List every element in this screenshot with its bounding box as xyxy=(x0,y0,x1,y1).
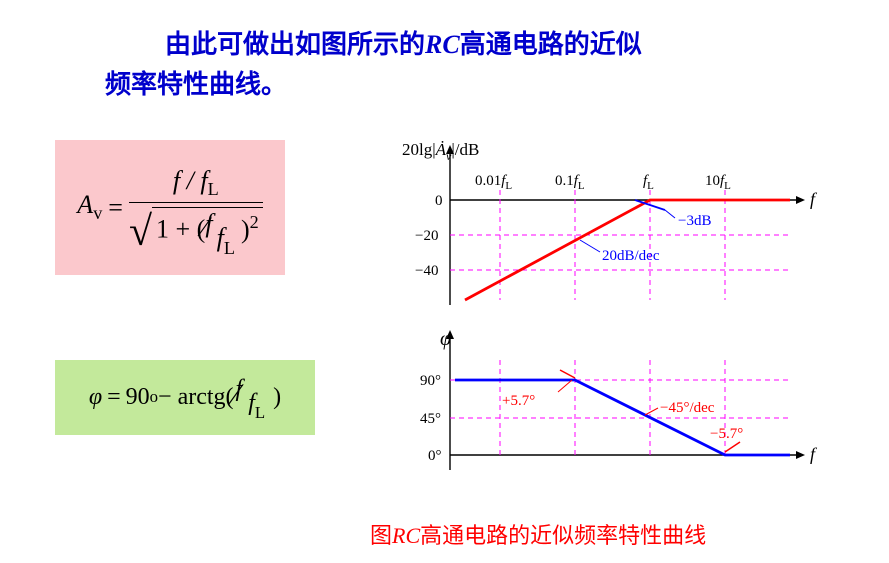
f2-deg: o xyxy=(150,387,158,407)
ph-yt0: 0° xyxy=(428,448,442,464)
mag-yt0: 0 xyxy=(435,193,443,209)
mag-xt4: 10fL xyxy=(705,173,731,192)
ph-slope-lead xyxy=(645,408,658,415)
f2-lhs: φ xyxy=(89,384,102,411)
ph-top-label: +5.7° xyxy=(502,393,535,409)
ph-top-lead xyxy=(558,380,572,392)
title-line1a: 由此可做出如图所示的 xyxy=(165,30,425,59)
phase-plot: φ f 90° 45° 0° +5.7° −45°/dec xyxy=(420,328,818,470)
ph-ylabel: φ xyxy=(440,328,451,350)
f1-equals: = xyxy=(108,193,123,223)
f1-lhs: Av xyxy=(77,190,102,224)
mag-xt1: 0.01fL xyxy=(475,173,512,192)
ph-xlabel: f xyxy=(810,444,818,464)
ph-slope-label: −45°/dec xyxy=(660,400,715,416)
magnitude-plot: 20lg|Ȧv|/dB f 0.01fL 0.1fL fL 10fL 0 −20… xyxy=(402,140,818,305)
title-italic: RC xyxy=(425,30,460,59)
figure-caption: 图RC高通电路的近似频率特性曲线 xyxy=(370,518,706,550)
f2-rhs-a: 90 xyxy=(126,384,150,411)
formula-phase: φ = 90o − arctg( f∕fL ) xyxy=(55,360,315,435)
ph-top-mark xyxy=(560,370,575,378)
cap-prefix: 图 xyxy=(370,523,392,548)
f2-eq: = xyxy=(107,384,121,411)
f1-numerator: f / fL xyxy=(165,166,227,202)
ph-bot-mark xyxy=(725,442,740,452)
mag-yt2: −40 xyxy=(415,263,438,279)
mag-xt2: 0.1fL xyxy=(555,173,585,192)
bode-plots: 20lg|Ȧv|/dB f 0.01fL 0.1fL fL 10fL 0 −20… xyxy=(380,140,820,500)
mag-xt3: fL xyxy=(643,173,654,192)
ph-yt45: 45° xyxy=(420,411,441,427)
mag-slope-lead xyxy=(580,240,600,252)
slide-title: 由此可做出如图所示的RC高通电路的近似 频率特性曲线。 xyxy=(165,25,642,106)
formula-amplitude: Av = f / fL √ 1 + (f∕fL)2 xyxy=(55,140,285,275)
title-line1c: 高通电路的近似 xyxy=(460,30,642,59)
bode-svg: 20lg|Ȧv|/dB f 0.01fL 0.1fL fL 10fL 0 −20… xyxy=(380,140,820,500)
mag-xarrow xyxy=(796,196,805,204)
ph-bot-label: −5.7° xyxy=(710,426,743,442)
f1-denominator: √ 1 + (f∕fL)2 xyxy=(129,203,263,249)
mag-xlabel: f xyxy=(810,189,818,209)
f2-frac: f∕fL xyxy=(236,382,260,413)
mag-ylabel: 20lg|Ȧv|/dB xyxy=(402,140,479,163)
mag-yt1: −20 xyxy=(415,228,438,244)
mag-slope-label: 20dB/dec xyxy=(602,248,660,264)
ph-xarrow xyxy=(796,451,805,459)
title-line2: 频率特性曲线。 xyxy=(105,65,287,105)
cap-suffix: 高通电路的近似频率特性曲线 xyxy=(420,523,706,548)
mag-3db-label: −3dB xyxy=(678,213,711,229)
ph-yt90: 90° xyxy=(420,373,441,389)
cap-italic: RC xyxy=(392,523,420,548)
f2-rhs-b: − arctg( xyxy=(158,384,234,411)
f2-rhs-c: ) xyxy=(273,384,281,411)
mag-grid xyxy=(450,190,790,300)
mag-3db-lead xyxy=(665,210,675,218)
